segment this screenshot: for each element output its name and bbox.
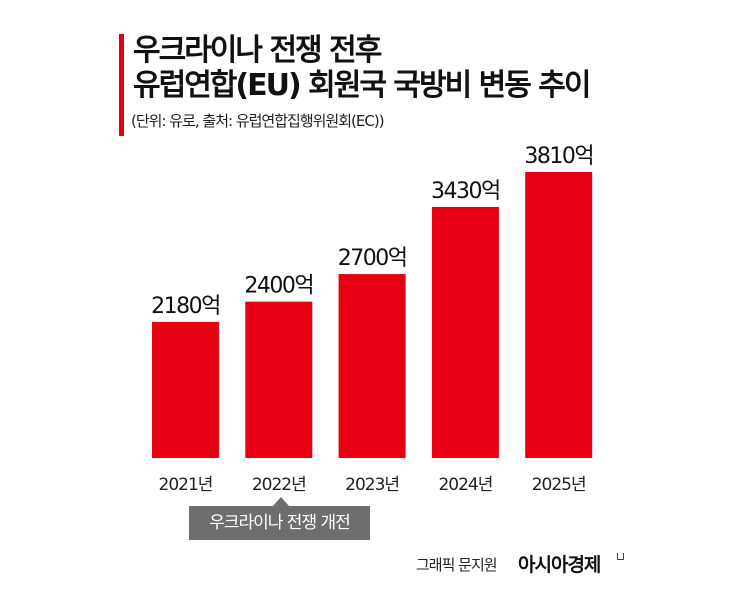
chart-title-line2: 유럽연합(EU) 회원국 국방비 변동 추이 xyxy=(133,68,591,103)
bar-2023년 xyxy=(338,274,406,458)
bar-2024년 xyxy=(431,206,499,458)
x-tick-label: 2024년 xyxy=(438,475,492,495)
x-tick-label: 2021년 xyxy=(159,475,213,495)
chart-title-line1: 우크라이나 전쟁 전후 xyxy=(133,33,382,68)
bar-2022년 xyxy=(245,301,313,458)
graphic-credit: 그래픽 문지원 xyxy=(416,556,498,574)
chart-subtitle: (단위: 유로, 출처: 유럽연합집행위원회(EC)) xyxy=(131,112,385,130)
brand-logo: 아시아경제 xyxy=(518,554,601,576)
data-label: 2400억 xyxy=(244,274,313,299)
data-label: 3810억 xyxy=(524,144,593,169)
brand-mark-icon xyxy=(617,553,624,560)
data-label: 3430억 xyxy=(431,179,500,204)
x-tick-label: 2023년 xyxy=(345,475,399,495)
x-tick-label: 2022년 xyxy=(252,475,306,495)
title-accent-bar xyxy=(119,34,124,136)
x-tick-label: 2025년 xyxy=(532,475,586,495)
bar-2025년 xyxy=(525,172,593,458)
data-label: 2700억 xyxy=(338,246,407,271)
bar-2021년 xyxy=(152,321,219,458)
data-label: 2180억 xyxy=(151,294,220,319)
annotation-war-start: 우크라이나 전쟁 개전 xyxy=(189,497,370,540)
